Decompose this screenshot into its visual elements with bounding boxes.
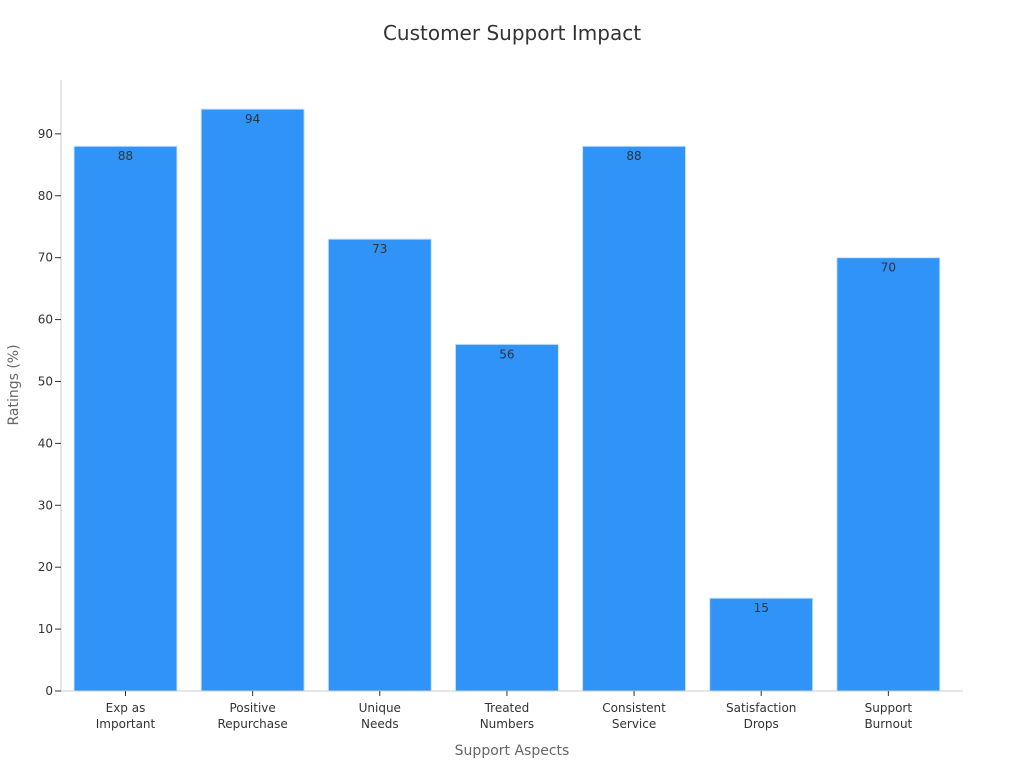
data-label: 70	[881, 261, 896, 275]
y-tick-label: 10	[38, 622, 53, 636]
y-tick-label: 50	[38, 374, 53, 388]
x-tick-label: Numbers	[480, 717, 534, 731]
bar	[73, 145, 178, 692]
data-label: 15	[754, 601, 769, 615]
x-tick-label: Needs	[361, 717, 399, 731]
x-tick-label: Positive	[230, 701, 276, 715]
bar	[709, 597, 814, 692]
y-tick-label: 20	[38, 560, 53, 574]
y-tick-label: 30	[38, 498, 53, 512]
y-tick-label: 60	[38, 313, 53, 327]
data-label: 56	[499, 347, 514, 361]
x-tick-label: Burnout	[864, 717, 912, 731]
x-tick-label: Important	[96, 717, 156, 731]
x-axis-title: Support Aspects	[455, 743, 570, 759]
x-axis: Exp as Important Positive Repurchase Unique N…	[61, 690, 963, 731]
data-label: 73	[372, 242, 387, 256]
chart-title: Customer Support Impact	[383, 21, 641, 45]
x-tick-label: Exp as	[106, 701, 146, 715]
y-axis: 0 10 20 30 40 50 60 70 80 90	[38, 80, 62, 698]
data-label: 88	[118, 149, 133, 163]
data-label: 94	[245, 112, 260, 126]
bar	[836, 257, 941, 692]
x-tick-label: Repurchase	[218, 717, 288, 731]
x-tick-label: Unique	[359, 701, 401, 715]
x-tick-label: Support	[865, 701, 913, 715]
y-tick-label: 0	[45, 684, 53, 698]
data-label: 88	[626, 149, 641, 163]
x-tick-label: Satisfaction	[726, 701, 796, 715]
bars-group: 88 94 73 56 88 15 70	[73, 108, 941, 692]
x-tick-label: Consistent	[602, 701, 666, 715]
y-axis-title: Ratings (%)	[6, 344, 22, 425]
bar	[582, 145, 687, 692]
y-tick-label: 70	[38, 251, 53, 265]
y-tick-label: 90	[38, 127, 53, 141]
x-tick-label: Treated	[484, 701, 530, 715]
x-tick-label: Service	[612, 717, 656, 731]
bar	[200, 108, 305, 692]
y-tick-label: 80	[38, 189, 53, 203]
bar	[454, 343, 559, 692]
bar	[327, 238, 432, 692]
x-tick-label: Drops	[744, 717, 779, 731]
y-tick-label: 40	[38, 436, 53, 450]
